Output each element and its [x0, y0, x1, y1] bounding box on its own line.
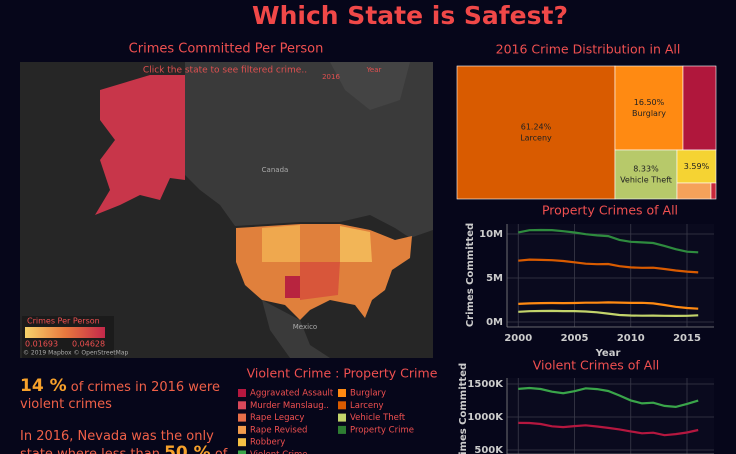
- legend-label[interactable]: Larceny: [350, 401, 384, 411]
- map-year-label: Year: [366, 66, 382, 74]
- map-legend-max: 0.04628: [72, 340, 105, 349]
- legend-swatch: [238, 425, 246, 434]
- legend-swatch: [238, 389, 246, 397]
- y-axis-label: Crimes Committed: [465, 223, 476, 327]
- map[interactable]: [20, 62, 433, 358]
- series-line[interactable]: [518, 421, 699, 437]
- us-region[interactable]: [340, 226, 372, 262]
- treemap-category-label: Larceny: [520, 134, 552, 143]
- treemap-cell[interactable]: [710, 182, 717, 200]
- y-tick-label: 500K: [474, 445, 504, 454]
- map-title: Crimes Committed Per Person: [129, 42, 324, 57]
- series-line[interactable]: [518, 228, 699, 254]
- map-place-label: Mexico: [293, 323, 317, 331]
- us-region[interactable]: [285, 276, 300, 298]
- legend-swatch: [338, 425, 346, 434]
- treemap-value-label: 8.33%: [633, 165, 659, 174]
- x-axis-label: Year: [595, 348, 621, 359]
- legend-label[interactable]: Murder Manslaug..: [250, 401, 329, 411]
- treemap-cell[interactable]: [682, 65, 717, 151]
- alaska-state[interactable]: [95, 75, 185, 215]
- us-region[interactable]: [262, 225, 300, 262]
- plot-area: [507, 378, 714, 454]
- series-line[interactable]: [518, 301, 699, 310]
- map-legend-title: Crimes Per Person: [27, 317, 100, 326]
- legend-swatch: [238, 401, 246, 410]
- legend-label[interactable]: Rape Legacy: [250, 413, 304, 423]
- series-line[interactable]: [518, 386, 699, 409]
- legend-swatch: [338, 389, 346, 397]
- y-tick-label: 1000K: [467, 412, 504, 423]
- legend-label[interactable]: Aggravated Assault: [250, 389, 334, 399]
- x-tick-label: 2010: [617, 333, 645, 344]
- legend: Aggravated Assault Murder Manslaug.. Rape …: [238, 389, 414, 454]
- y-tick-label: 5M: [486, 273, 503, 284]
- legend-label[interactable]: Violent Crime: [250, 450, 308, 454]
- chart-title: Property Crimes of All: [542, 203, 678, 218]
- mexico-land: [262, 300, 330, 358]
- treemap-cell[interactable]: [676, 149, 717, 184]
- legend-label[interactable]: Rape Revised: [250, 425, 307, 435]
- treemap-category-label: Burglary: [632, 109, 666, 118]
- x-tick-label: 2005: [561, 333, 589, 344]
- y-tick-label: 1500K: [467, 379, 504, 390]
- map-attribution: © 2019 Mapbox © OpenStreetMap: [23, 350, 129, 357]
- dashboard-title: Which State is Safest?: [252, 1, 568, 30]
- treemap-value-label: 61.24%: [521, 123, 552, 132]
- x-tick-label: 2000: [504, 333, 532, 344]
- legend-swatch: [238, 450, 246, 454]
- treemap-cell[interactable]: [614, 149, 678, 200]
- legend-label[interactable]: Burglary: [350, 389, 386, 399]
- us-region[interactable]: [300, 262, 340, 300]
- stat-paragraph: In 2016, Nevada was the only state where…: [20, 428, 228, 454]
- x-tick-label: 2015: [673, 333, 701, 344]
- legend-swatch: [238, 438, 246, 447]
- legend-swatch: [338, 413, 346, 422]
- map-year-value[interactable]: 2016: [322, 73, 340, 81]
- stat-highlight: 50 %: [164, 443, 211, 454]
- charts: 2016 Crime Distribution in All 61.24% Larc…: [456, 42, 717, 454]
- legend-label[interactable]: Vehicle Theft: [350, 413, 406, 423]
- stat-text: of crimes in 2016 were violent crimes: [20, 380, 220, 412]
- y-tick-label: 10M: [479, 229, 503, 240]
- legend-label[interactable]: Robbery: [250, 438, 285, 448]
- legend-swatch: [238, 413, 246, 422]
- y-tick-label: 0M: [486, 317, 503, 328]
- map-legend-min: 0.01693: [25, 340, 58, 349]
- series-line[interactable]: [518, 258, 699, 274]
- chart-title: 2016 Crime Distribution in All: [496, 42, 681, 57]
- greenland-land: [330, 62, 410, 110]
- map-instruction: Click the state to see filtered crime..: [143, 66, 307, 76]
- series-line[interactable]: [518, 309, 699, 318]
- stat-text: In 2016, Nevada was the only state where…: [20, 429, 214, 454]
- map-legend-gradient: [25, 327, 105, 338]
- treemap-cell[interactable]: [456, 65, 616, 200]
- treemap-cell[interactable]: [614, 65, 684, 151]
- treemap-value-label: 16.50%: [634, 98, 665, 107]
- legend-swatch: [338, 401, 346, 410]
- chart-title: Violent Crimes of All: [533, 358, 660, 373]
- stat-paragraph: 14 % of crimes in 2016 were violent crim…: [20, 378, 228, 413]
- y-axis-label: Crimes Committed: [458, 363, 469, 454]
- plot-area: [507, 224, 714, 327]
- legend-label[interactable]: Property Crime: [350, 425, 414, 435]
- stat-highlight: 14 %: [20, 376, 67, 396]
- map-place-label: Canada: [262, 166, 289, 174]
- treemap-category-label: Vehicle Theft: [620, 176, 672, 185]
- legend-title: Violent Crime : Property Crime: [247, 366, 438, 381]
- treemap-cell[interactable]: [676, 182, 712, 200]
- treemap-value-label: 3.59%: [684, 162, 710, 171]
- stat-text: of: [215, 447, 228, 454]
